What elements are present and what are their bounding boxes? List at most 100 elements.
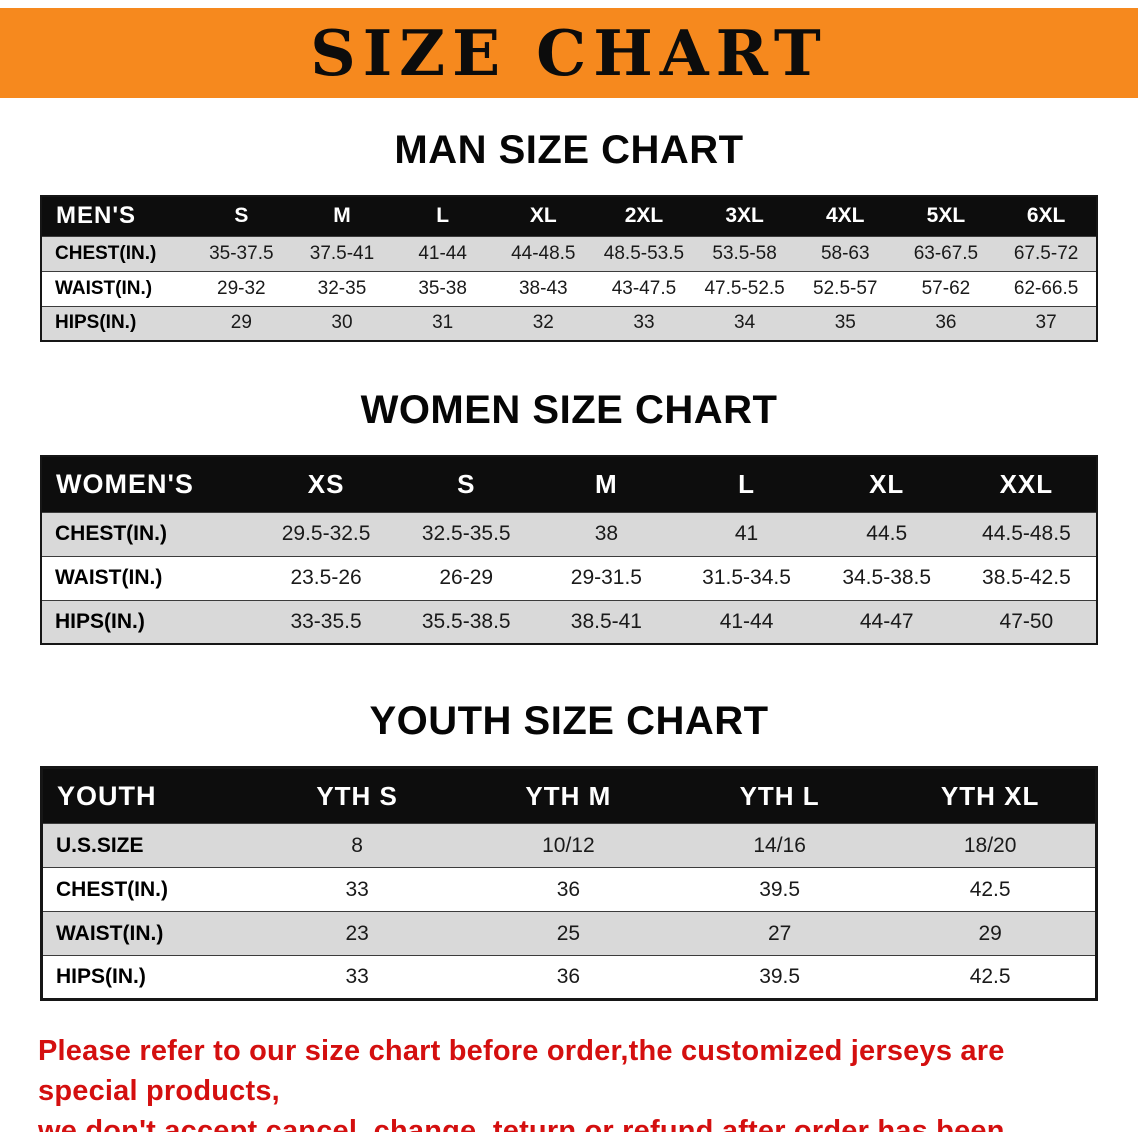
mens-column-header-s: S bbox=[191, 196, 292, 236]
mens-chest-in-value-m: 37.5-41 bbox=[291, 236, 393, 271]
youth-hips-in-value-yth-m: 36 bbox=[462, 955, 674, 1000]
womens-hips-in-value-l: 41-44 bbox=[676, 600, 817, 644]
mens-header-row: MEN'S S M L XL 2XL 3XL 4XL 5XL 6XL bbox=[41, 196, 1097, 236]
womens-chest-in-value-xl: 44.5 bbox=[816, 512, 957, 556]
mens-column-header-xl: XL bbox=[492, 196, 594, 236]
youth-row-label-waist-in: WAIST(IN.) bbox=[41, 911, 252, 956]
mens-column-header-5xl: 5XL bbox=[895, 196, 997, 236]
youth-column-header-yth-xl: YTH XL bbox=[885, 767, 1097, 824]
youth-waist-in-value-yth-m: 25 bbox=[462, 911, 674, 956]
womens-column-header-m: M bbox=[536, 456, 677, 512]
mens-waist-in-value-4xl: 52.5-57 bbox=[794, 271, 896, 306]
mens-row-label-waist-in: WAIST(IN.) bbox=[41, 271, 191, 306]
mens-column-header-2xl: 2XL bbox=[593, 196, 695, 236]
youth-chest-in-value-yth-l: 39.5 bbox=[674, 867, 886, 912]
mens-waist-in-value-2xl: 43-47.5 bbox=[593, 271, 695, 306]
youth-hips-in-value-yth-xl: 42.5 bbox=[885, 955, 1097, 1000]
mens-column-header-4xl: 4XL bbox=[794, 196, 896, 236]
womens-chest-in-value-xs: 29.5-32.5 bbox=[256, 512, 397, 556]
mens-row-hips-in: HIPS(IN.) 29 30 31 32 33 34 35 36 37 bbox=[41, 306, 1097, 341]
youth-chest-in-value-yth-xl: 42.5 bbox=[885, 867, 1097, 912]
page-title: SIZE CHART bbox=[310, 16, 828, 90]
youth-row-waist-in: WAIST(IN.) 23 25 27 29 bbox=[41, 911, 1097, 956]
mens-size-table: MEN'S S M L XL 2XL 3XL 4XL 5XL 6XL CHEST(IN.) 35-37… bbox=[40, 195, 1098, 342]
womens-column-header-xs: XS bbox=[256, 456, 397, 512]
mens-waist-in-value-s: 29-32 bbox=[191, 271, 292, 306]
youth-hips-in-value-yth-l: 39.5 bbox=[674, 955, 886, 1000]
mens-waist-in-value-6xl: 62-66.5 bbox=[996, 271, 1097, 306]
womens-group-label: WOMEN'S bbox=[41, 456, 256, 512]
notice-line-1: Please refer to our size chart before or… bbox=[38, 1035, 1005, 1108]
youth-row-u-s-size: U.S.SIZE 8 10/12 14/16 18/20 bbox=[41, 823, 1097, 868]
mens-column-header-l: L bbox=[392, 196, 493, 236]
mens-column-header-3xl: 3XL bbox=[694, 196, 795, 236]
mens-chest-in-value-l: 41-44 bbox=[392, 236, 493, 271]
womens-waist-in-value-xxl: 38.5-42.5 bbox=[956, 556, 1097, 600]
womens-chest-in-value-s: 32.5-35.5 bbox=[396, 512, 537, 556]
mens-hips-in-value-5xl: 36 bbox=[895, 306, 997, 341]
womens-size-table: WOMEN'S XS S M L XL XXL CHEST(IN.) 29.5-32.5 32.5… bbox=[40, 455, 1098, 645]
womens-column-header-l: L bbox=[676, 456, 817, 512]
mens-chest-in-value-3xl: 53.5-58 bbox=[694, 236, 795, 271]
mens-waist-in-value-m: 32-35 bbox=[291, 271, 393, 306]
mens-table-wrap: MEN'S S M L XL 2XL 3XL 4XL 5XL 6XL CHEST(IN.) 35-37… bbox=[40, 195, 1098, 342]
mens-hips-in-value-m: 30 bbox=[291, 306, 393, 341]
youth-table-wrap: YOUTH YTH S YTH M YTH L YTH XL U.S.SIZE 8 10/12… bbox=[40, 766, 1098, 1001]
mens-hips-in-value-xl: 32 bbox=[492, 306, 594, 341]
youth-waist-in-value-yth-l: 27 bbox=[674, 911, 886, 956]
youth-row-label-chest-in: CHEST(IN.) bbox=[41, 867, 252, 912]
mens-hips-in-value-4xl: 35 bbox=[794, 306, 896, 341]
youth-row-label-hips-in: HIPS(IN.) bbox=[41, 955, 252, 1000]
youth-row-hips-in: HIPS(IN.) 33 36 39.5 42.5 bbox=[41, 955, 1097, 1000]
mens-hips-in-value-6xl: 37 bbox=[996, 306, 1097, 341]
mens-waist-in-value-5xl: 57-62 bbox=[895, 271, 997, 306]
womens-column-header-xl: XL bbox=[816, 456, 957, 512]
mens-section-heading: MAN SIZE CHART bbox=[394, 128, 744, 172]
mens-hips-in-value-s: 29 bbox=[191, 306, 292, 341]
womens-section-heading: WOMEN SIZE CHART bbox=[360, 388, 778, 432]
mens-column-header-6xl: 6XL bbox=[996, 196, 1097, 236]
notice-line-2: we don't accept cancel, change, teturn o… bbox=[38, 1115, 1005, 1132]
mens-group-label: MEN'S bbox=[41, 196, 191, 236]
mens-row-chest-in: CHEST(IN.) 35-37.5 37.5-41 41-44 44-48.5 48.5… bbox=[41, 236, 1097, 271]
youth-waist-in-value-yth-xl: 29 bbox=[885, 911, 1097, 956]
mens-chest-in-value-6xl: 67.5-72 bbox=[996, 236, 1097, 271]
youth-chest-in-value-yth-m: 36 bbox=[462, 867, 674, 912]
womens-chest-in-value-l: 41 bbox=[676, 512, 817, 556]
mens-waist-in-value-xl: 38-43 bbox=[492, 271, 594, 306]
youth-waist-in-value-yth-s: 23 bbox=[251, 911, 463, 956]
youth-u-s-size-value-yth-xl: 18/20 bbox=[885, 823, 1097, 868]
youth-chest-in-value-yth-s: 33 bbox=[251, 867, 463, 912]
youth-row-label-u-s-size: U.S.SIZE bbox=[41, 823, 252, 868]
womens-row-label-waist-in: WAIST(IN.) bbox=[41, 556, 256, 600]
womens-row-hips-in: HIPS(IN.) 33-35.5 35.5-38.5 38.5-41 41-44 44-… bbox=[41, 600, 1097, 644]
womens-table-wrap: WOMEN'S XS S M L XL XXL CHEST(IN.) 29.5-32.5 32.5… bbox=[40, 455, 1098, 645]
womens-hips-in-value-xs: 33-35.5 bbox=[256, 600, 397, 644]
womens-row-label-hips-in: HIPS(IN.) bbox=[41, 600, 256, 644]
youth-row-chest-in: CHEST(IN.) 33 36 39.5 42.5 bbox=[41, 867, 1097, 912]
womens-hips-in-value-s: 35.5-38.5 bbox=[396, 600, 537, 644]
mens-column-header-m: M bbox=[291, 196, 393, 236]
youth-size-section: YOUTH SIZE CHART YOUTH YTH S YTH M YTH L YTH … bbox=[0, 699, 1138, 1001]
youth-column-header-yth-l: YTH L bbox=[674, 767, 886, 824]
mens-hips-in-value-l: 31 bbox=[392, 306, 493, 341]
mens-hips-in-value-3xl: 34 bbox=[694, 306, 795, 341]
womens-column-header-s: S bbox=[396, 456, 537, 512]
mens-row-waist-in: WAIST(IN.) 29-32 32-35 35-38 38-43 43-47.5 47.… bbox=[41, 271, 1097, 306]
mens-chest-in-value-2xl: 48.5-53.5 bbox=[593, 236, 695, 271]
mens-size-section: MAN SIZE CHART MEN'S S M L XL 2XL 3XL 4XL 5XL 6XL C… bbox=[0, 128, 1138, 342]
mens-row-label-hips-in: HIPS(IN.) bbox=[41, 306, 191, 341]
womens-hips-in-value-xxl: 47-50 bbox=[956, 600, 1097, 644]
youth-header-row: YOUTH YTH S YTH M YTH L YTH XL bbox=[41, 767, 1097, 824]
youth-hips-in-value-yth-s: 33 bbox=[251, 955, 463, 1000]
mens-chest-in-value-5xl: 63-67.5 bbox=[895, 236, 997, 271]
mens-chest-in-value-s: 35-37.5 bbox=[191, 236, 292, 271]
womens-row-chest-in: CHEST(IN.) 29.5-32.5 32.5-35.5 38 41 44.5 44.5… bbox=[41, 512, 1097, 556]
mens-hips-in-value-2xl: 33 bbox=[593, 306, 695, 341]
youth-size-table: YOUTH YTH S YTH M YTH L YTH XL U.S.SIZE 8 10/12… bbox=[40, 766, 1098, 1001]
mens-chest-in-value-4xl: 58-63 bbox=[794, 236, 896, 271]
womens-size-section: WOMEN SIZE CHART WOMEN'S XS S M L XL XXL CHEST(I… bbox=[0, 388, 1138, 645]
youth-u-s-size-value-yth-m: 10/12 bbox=[462, 823, 674, 868]
mens-waist-in-value-l: 35-38 bbox=[392, 271, 493, 306]
